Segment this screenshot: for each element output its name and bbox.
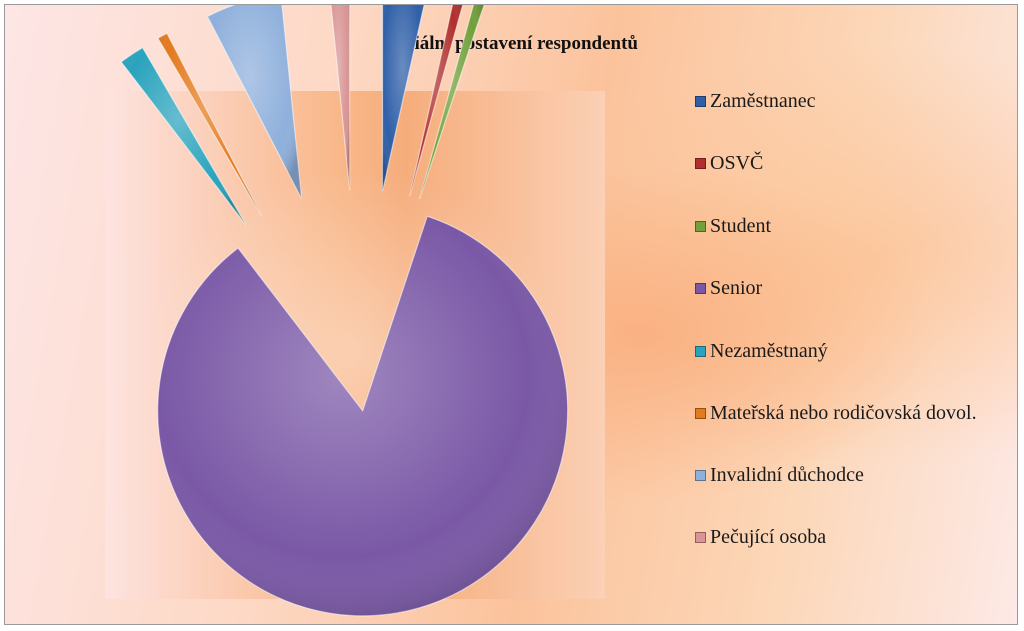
legend-item-invalidni-duchodce: Invalidní důchodce	[695, 463, 980, 487]
legend-swatch	[695, 346, 706, 357]
legend-item-pecujici-osoba: Pečující osoba	[695, 525, 980, 549]
legend-swatch	[695, 221, 706, 232]
pie-slice-shading	[382, 5, 425, 192]
legend-label: Senior	[710, 277, 763, 299]
legend-label: Mateřská nebo rodičovská dovol.	[710, 402, 977, 424]
legend-swatch	[695, 532, 706, 543]
pie-slice-shading	[331, 5, 350, 191]
legend-item-student: Student	[695, 214, 980, 238]
legend-label: Zaměstnanec	[710, 90, 816, 112]
legend-label: OSVČ	[710, 152, 764, 174]
legend-item-zamestnanec: Zaměstnanec	[695, 89, 980, 113]
legend-swatch	[695, 283, 706, 294]
legend-swatch	[695, 470, 706, 481]
pie-slice-shading	[419, 5, 485, 199]
legend-swatch	[695, 408, 706, 419]
legend-label: Pečující osoba	[710, 526, 827, 548]
legend-item-osvc: OSVČ	[695, 151, 980, 175]
pie-slice-shading	[409, 5, 463, 197]
legend-label: Nezaměstnaný	[710, 340, 828, 362]
legend-item-senior: Senior	[695, 276, 980, 300]
legend-item-materska-nebo-rodicovska-dovol: Mateřská nebo rodičovská dovol.	[695, 401, 980, 425]
legend-swatch	[695, 96, 706, 107]
pie-slice-shading	[121, 47, 246, 225]
pie-slice-shading	[158, 33, 262, 216]
legend-label: Invalidní důchodce	[710, 464, 864, 486]
legend-swatch	[695, 158, 706, 169]
legend-item-nezamestnany: Nezaměstnaný	[695, 339, 980, 363]
chart-frame: Sociální postavení respondentů Zaměstnan…	[4, 4, 1018, 625]
pie-slice-shading	[207, 5, 302, 199]
pie-slice-shading	[157, 216, 568, 616]
pie-chart	[120, 5, 569, 617]
legend-label: Student	[710, 215, 772, 237]
